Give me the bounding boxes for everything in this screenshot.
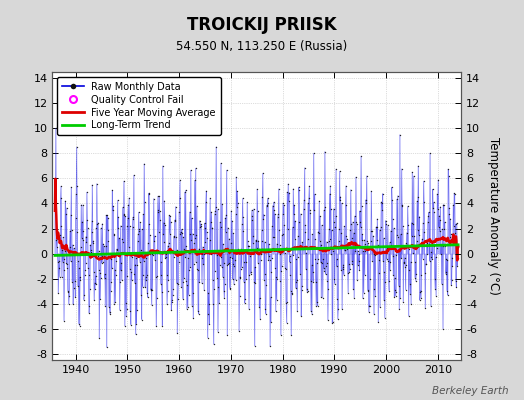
Legend: Raw Monthly Data, Quality Control Fail, Five Year Moving Average, Long-Term Tren: Raw Monthly Data, Quality Control Fail, … (57, 77, 221, 135)
Y-axis label: Temperature Anomaly (°C): Temperature Anomaly (°C) (487, 137, 499, 295)
Text: 54.550 N, 113.250 E (Russia): 54.550 N, 113.250 E (Russia) (177, 40, 347, 53)
Text: TROICKIJ PRIISK: TROICKIJ PRIISK (187, 16, 337, 34)
Text: Berkeley Earth: Berkeley Earth (432, 386, 508, 396)
